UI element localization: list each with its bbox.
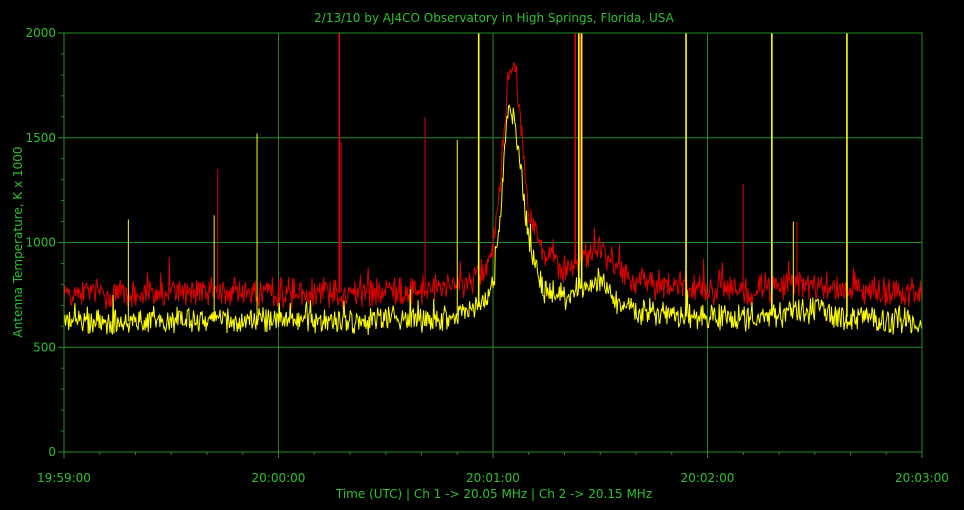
plot-frame: [63, 32, 923, 453]
y-tick-label: 1500: [25, 131, 56, 145]
x-tick-label: 20:00:00: [252, 471, 306, 485]
series-ch1: [63, 33, 923, 310]
y-axis-label: Antenna Temperature, K x 1000: [11, 146, 25, 337]
tick-labels: 0 500 1000 1500 2000 19:59:00 20:00:00 20:01:00…: [25, 26, 949, 485]
y-tick-label: 2000: [25, 26, 56, 40]
series-line-ch-1: [63, 61, 923, 310]
axes: [58, 32, 923, 458]
x-tick-label: 20:02:00: [681, 471, 735, 485]
y-tick-label: 1000: [25, 236, 56, 250]
x-tick-label: 19:59:00: [37, 471, 91, 485]
x-tick-label: 20:01:00: [466, 471, 520, 485]
series-line-ch-2: [63, 104, 923, 335]
chart-title: 2/13/10 by AJ4CO Observatory in High Spr…: [314, 11, 674, 25]
series-ch2: [63, 33, 923, 335]
x-axis-label: Time (UTC) | Ch 1 -> 20.05 MHz | Ch 2 ->…: [335, 487, 652, 501]
y-tick-label: 500: [33, 340, 56, 354]
y-tick-label: 0: [48, 445, 56, 459]
x-tick-label: 20:03:00: [895, 471, 949, 485]
